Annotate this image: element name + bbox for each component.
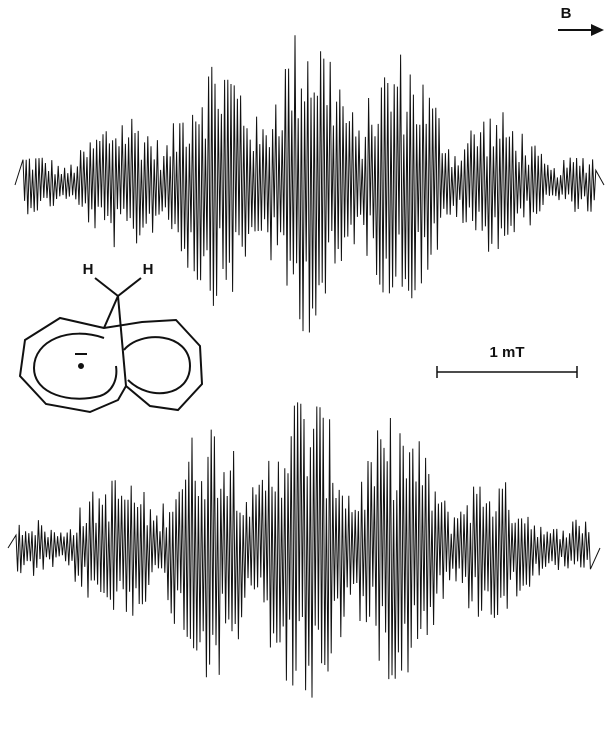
- spectrum-experimental: [15, 35, 604, 332]
- bond: [95, 278, 118, 296]
- hydrogen-label: H: [143, 261, 154, 278]
- bond: [118, 278, 141, 296]
- figure: B 1 mT H H: [0, 0, 605, 730]
- hydrogen-label: H: [83, 261, 94, 278]
- spectrum-simulated: [8, 402, 600, 697]
- ring-outline: [20, 318, 202, 412]
- field-label: B: [561, 5, 572, 22]
- ring-inner: [124, 337, 190, 393]
- field-arrow: B: [558, 5, 604, 36]
- bond: [104, 296, 118, 328]
- radical-dot: [79, 364, 83, 368]
- scale-bar: 1 mT: [437, 344, 577, 378]
- arrow-head: [591, 24, 604, 36]
- structure: H H: [20, 261, 202, 412]
- scale-bar-label: 1 mT: [489, 344, 524, 361]
- ring-inner: [34, 334, 116, 399]
- bond: [118, 296, 126, 386]
